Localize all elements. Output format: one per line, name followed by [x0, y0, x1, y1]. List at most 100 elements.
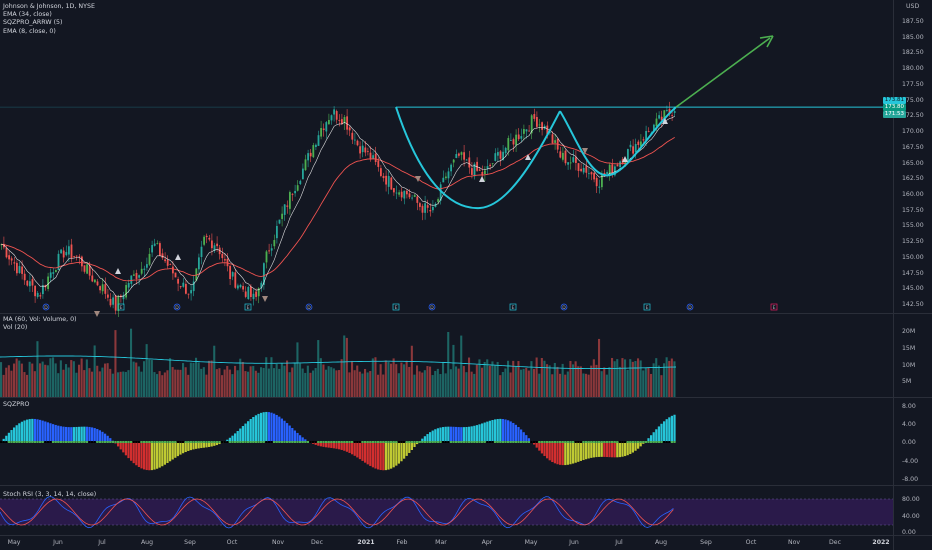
squeeze-bar: [494, 419, 497, 442]
squeeze-dot: [374, 441, 377, 443]
squeeze-bar: [429, 432, 432, 442]
squeeze-bar: [98, 430, 102, 442]
event-marker-e[interactable]: E: [392, 303, 400, 311]
candle-body: [348, 127, 351, 131]
candle-body: [548, 132, 551, 134]
volume-bar: [319, 358, 322, 397]
volume-bar: [504, 368, 507, 397]
squeeze-dot: [241, 441, 245, 443]
event-marker-d[interactable]: D: [428, 303, 436, 311]
volume-bar: [631, 361, 634, 397]
legend-sqzpro-arrw[interactable]: SQZPRO_ARRW (5): [3, 19, 63, 27]
squeeze-bar: [592, 442, 596, 458]
volume-bar: [452, 344, 455, 397]
candle-body: [322, 128, 325, 131]
squeeze-dot: [117, 441, 120, 443]
squeeze-dot: [564, 441, 567, 443]
candle-body: [8, 255, 11, 260]
squeeze-bar: [538, 442, 541, 451]
symbol-title[interactable]: Johnson & Johnson, 1D, NYSE: [3, 3, 95, 10]
event-marker-d[interactable]: D: [560, 303, 568, 311]
volume-bar: [267, 368, 270, 397]
squeeze-dot: [338, 441, 341, 443]
candle-body: [62, 250, 65, 258]
volume-bar: [7, 365, 10, 397]
squeeze-dot: [249, 441, 252, 443]
squeeze-dot: [184, 441, 187, 443]
candle-body: [509, 140, 512, 141]
event-marker-e[interactable]: E: [509, 303, 517, 311]
ema-price-tag: 171.53: [882, 111, 906, 118]
candle-body: [639, 141, 642, 147]
squeeze-dot: [655, 441, 658, 443]
volume-bar: [254, 370, 257, 397]
squeeze-bar: [392, 442, 395, 468]
event-marker-d[interactable]: D: [42, 303, 50, 311]
squeeze-dot: [434, 441, 437, 443]
squeeze-dot: [275, 441, 278, 443]
candle-body: [26, 280, 29, 286]
time-axis-label: Oct: [745, 539, 757, 546]
candle-body: [151, 245, 154, 253]
volume-bar: [49, 358, 52, 397]
volume-bar: [358, 371, 361, 397]
squeeze-bar: [88, 426, 91, 442]
squeeze-dot: [457, 441, 460, 443]
squeeze-dot: [20, 441, 24, 443]
earnings-marker-box: [643, 303, 651, 311]
event-marker-e[interactable]: E: [770, 303, 778, 311]
event-marker-d[interactable]: D: [173, 303, 181, 311]
squeeze-dot: [462, 441, 466, 443]
candle-body: [309, 152, 312, 157]
legend-ema8[interactable]: EMA (8, close, 0): [3, 27, 56, 35]
event-marker-e[interactable]: E: [643, 303, 651, 311]
volume-bar: [270, 357, 273, 397]
candle-body: [114, 295, 117, 311]
time-axis-label: Jul: [98, 539, 106, 546]
squeeze-bar: [119, 442, 122, 450]
squeeze-bar: [275, 414, 278, 442]
volume-bar: [442, 361, 445, 397]
event-marker-e[interactable]: E: [244, 303, 252, 311]
squeeze-bar: [202, 442, 206, 448]
legend-volume[interactable]: Vol (20): [3, 324, 28, 332]
volume-bar: [579, 366, 582, 397]
candle-body: [216, 243, 219, 247]
volume-bar: [483, 361, 486, 397]
candle-body: [416, 196, 419, 203]
candle-body: [408, 193, 411, 198]
squeeze-dot: [644, 441, 648, 443]
squeeze-dot: [28, 441, 31, 443]
squeeze-bar: [611, 442, 614, 458]
squeeze-bar: [286, 423, 289, 442]
dividend-marker-circle: [305, 303, 313, 311]
event-marker-d[interactable]: D: [305, 303, 313, 311]
candle-body: [530, 115, 533, 134]
price-tick-label: 147.50: [902, 269, 924, 277]
legend-sqzpro[interactable]: SQZPRO: [3, 401, 30, 408]
squeeze-bar: [634, 442, 637, 451]
legend-volume-ma[interactable]: MA (60, Vol: Volume, 0): [3, 316, 77, 323]
price-tick-label: 157.50: [902, 206, 924, 214]
volume-bar: [644, 367, 647, 397]
squeeze-dot: [405, 441, 408, 443]
squeeze-dot: [429, 441, 432, 443]
volume-bar: [488, 365, 491, 397]
legend-stoch-rsi[interactable]: Stoch RSI (3, 3, 14, 14, close): [3, 491, 97, 498]
squeeze-dot: [39, 441, 42, 443]
event-marker-e[interactable]: E: [117, 303, 125, 311]
event-marker-d[interactable]: D: [686, 303, 694, 311]
candle-body: [424, 203, 427, 213]
ema8-line: [1, 116, 675, 297]
volume-bar: [101, 367, 104, 397]
squeeze-bar: [52, 424, 55, 442]
currency-label: USD: [906, 3, 920, 10]
squeeze-bar: [457, 427, 460, 442]
volume-bar: [26, 374, 29, 397]
squeeze-dot: [595, 441, 598, 443]
legend-ema34[interactable]: EMA (34, close): [3, 11, 52, 19]
squeeze-bar: [80, 426, 83, 442]
squeeze-bar: [605, 442, 609, 458]
squeeze-bar: [231, 435, 234, 442]
